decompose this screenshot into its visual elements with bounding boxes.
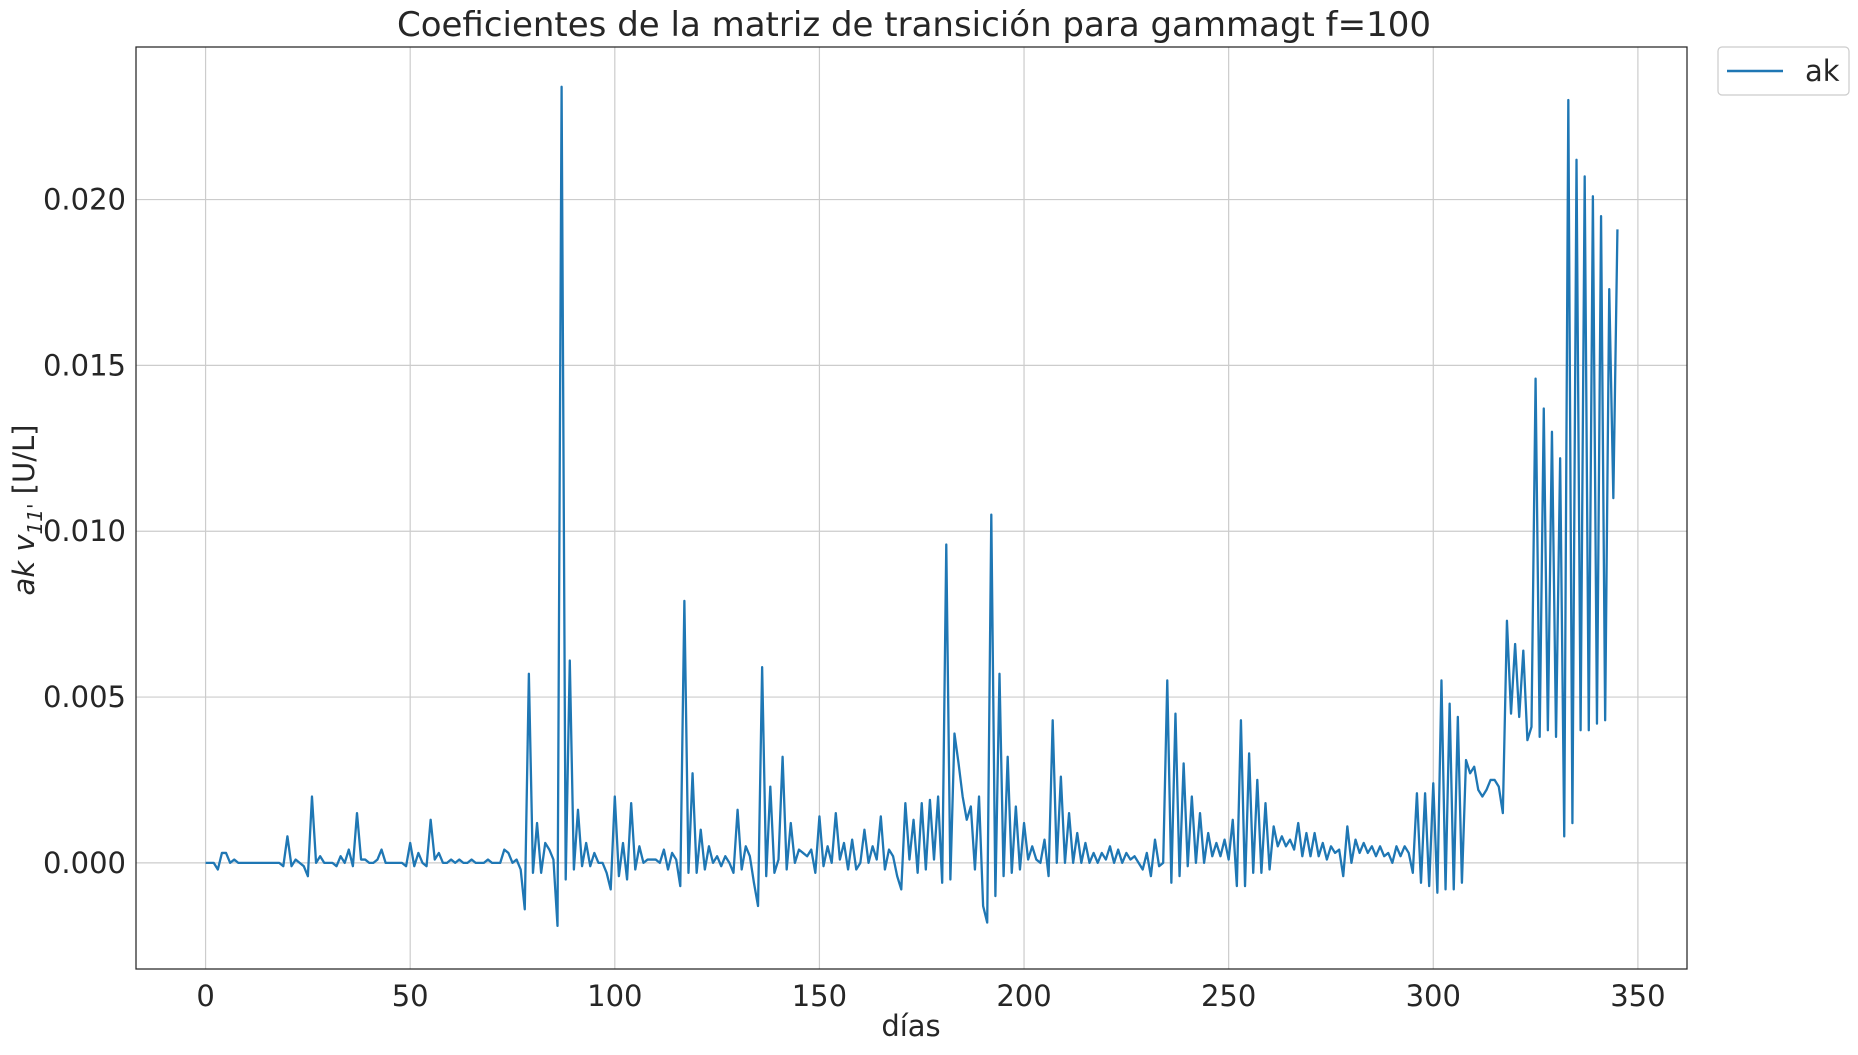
x-tick-label: 100 [587,979,642,1013]
legend-box [1717,46,1850,96]
plot-frame [135,46,1688,970]
x-tick-label: 300 [1406,979,1461,1013]
x-tick-label: 50 [392,979,429,1013]
x-tick-label: 0 [196,979,214,1013]
series-layer [205,85,1619,928]
x-tick-label: 150 [792,979,847,1013]
y-tick-label: 0.005 [43,680,126,714]
chart-title: Coeficientes de la matriz de transición … [397,5,1431,45]
y-tick-label: 0.000 [43,846,126,880]
y-axis-label-unit: [U/L] [7,425,41,504]
x-tick-label: 350 [1610,979,1665,1013]
x-axis-label: días [881,1009,940,1043]
series-line-ak [205,85,1619,928]
tick-labels: 0 50 100 150 200 250 300 350 0.000 0.005 0.010 0.01… [43,183,1666,1013]
y-tick-label: 0.020 [43,183,126,217]
legend: ak [1717,46,1850,96]
legend-label-ak: ak [1805,54,1840,88]
y-axis-label-sub: 11' [23,504,47,535]
y-tick-label: 0.015 [43,348,126,382]
x-tick-label: 250 [1201,979,1256,1013]
y-tick-label: 0.010 [43,514,126,548]
y-axis-label: ak v11' [U/L] [7,425,47,596]
y-axis-label-main: ak v [7,534,41,596]
x-tick-label: 200 [996,979,1051,1013]
